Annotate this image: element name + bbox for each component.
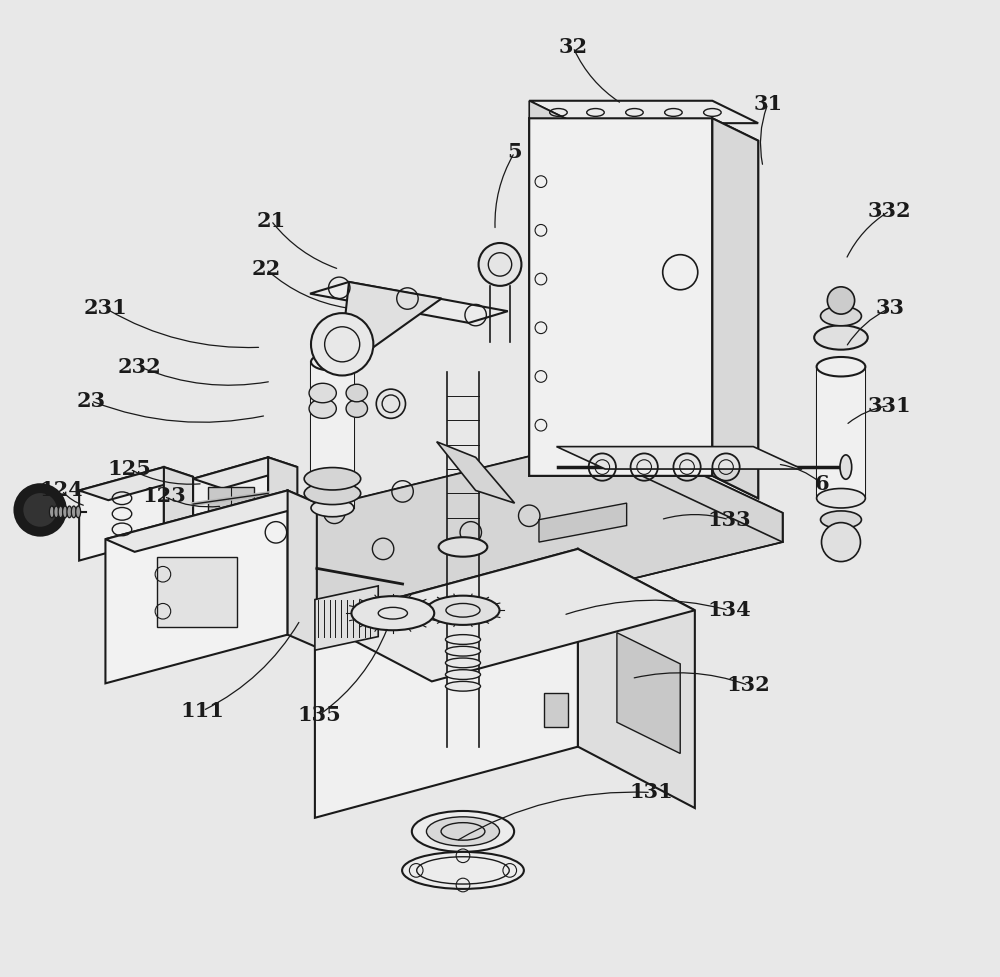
Text: 232: 232	[118, 357, 161, 377]
Ellipse shape	[76, 506, 81, 518]
Text: 134: 134	[707, 600, 751, 620]
Ellipse shape	[304, 483, 361, 504]
Polygon shape	[179, 435, 783, 620]
Text: 31: 31	[753, 94, 782, 113]
Ellipse shape	[346, 384, 368, 402]
Ellipse shape	[63, 506, 67, 518]
Polygon shape	[193, 457, 268, 551]
Polygon shape	[529, 101, 758, 123]
Bar	[208, 487, 254, 526]
Text: 331: 331	[868, 396, 912, 415]
Circle shape	[15, 485, 65, 535]
Bar	[544, 693, 568, 727]
Text: 135: 135	[298, 704, 342, 725]
Text: 22: 22	[252, 259, 281, 279]
Text: 111: 111	[181, 701, 225, 721]
Bar	[817, 366, 865, 498]
Polygon shape	[288, 490, 317, 648]
Ellipse shape	[445, 669, 481, 679]
Ellipse shape	[58, 506, 63, 518]
Text: 231: 231	[84, 298, 127, 319]
Ellipse shape	[821, 511, 861, 529]
Text: 32: 32	[559, 37, 588, 58]
Text: 124: 124	[40, 481, 84, 500]
Ellipse shape	[402, 852, 524, 889]
Ellipse shape	[71, 506, 76, 518]
Polygon shape	[268, 457, 297, 539]
Polygon shape	[529, 101, 575, 141]
Polygon shape	[578, 549, 695, 808]
Ellipse shape	[351, 596, 434, 630]
Ellipse shape	[376, 389, 406, 418]
Polygon shape	[437, 442, 515, 503]
Text: 33: 33	[875, 298, 904, 319]
Polygon shape	[342, 282, 442, 347]
Ellipse shape	[49, 506, 54, 518]
Ellipse shape	[311, 499, 354, 517]
Text: 123: 123	[142, 487, 186, 506]
Circle shape	[23, 492, 58, 528]
Bar	[157, 557, 237, 627]
Ellipse shape	[840, 455, 852, 480]
Polygon shape	[193, 457, 297, 488]
Ellipse shape	[311, 353, 354, 370]
Text: 125: 125	[108, 459, 152, 479]
Circle shape	[479, 243, 521, 286]
Text: 332: 332	[868, 201, 912, 221]
Text: 131: 131	[629, 783, 673, 802]
Polygon shape	[105, 490, 317, 552]
Polygon shape	[105, 490, 288, 683]
Text: 5: 5	[507, 143, 522, 162]
Ellipse shape	[426, 596, 500, 625]
Text: 132: 132	[727, 675, 770, 696]
Polygon shape	[315, 549, 695, 681]
Polygon shape	[315, 549, 578, 818]
Ellipse shape	[445, 681, 481, 691]
Circle shape	[827, 287, 855, 315]
Ellipse shape	[439, 537, 487, 557]
Ellipse shape	[445, 658, 481, 667]
Ellipse shape	[309, 399, 336, 418]
Polygon shape	[539, 503, 627, 542]
Text: 21: 21	[256, 211, 286, 231]
Ellipse shape	[54, 506, 59, 518]
Polygon shape	[557, 446, 802, 469]
Ellipse shape	[346, 400, 368, 417]
Ellipse shape	[445, 647, 481, 657]
Ellipse shape	[814, 325, 868, 350]
Text: 133: 133	[707, 510, 751, 530]
Text: 6: 6	[814, 474, 829, 493]
Polygon shape	[712, 118, 758, 498]
Polygon shape	[617, 633, 680, 753]
Polygon shape	[164, 467, 193, 547]
Polygon shape	[310, 282, 508, 322]
Bar	[311, 361, 354, 508]
Circle shape	[311, 314, 373, 375]
Ellipse shape	[821, 307, 861, 325]
Ellipse shape	[426, 817, 500, 846]
Polygon shape	[529, 118, 758, 498]
Ellipse shape	[817, 488, 865, 508]
Text: 23: 23	[76, 391, 105, 410]
Ellipse shape	[304, 468, 361, 489]
Ellipse shape	[67, 506, 72, 518]
Ellipse shape	[309, 383, 336, 403]
Ellipse shape	[412, 811, 514, 852]
Polygon shape	[79, 467, 193, 500]
Polygon shape	[179, 435, 783, 650]
Polygon shape	[79, 467, 164, 561]
Circle shape	[821, 523, 860, 562]
Polygon shape	[315, 586, 378, 651]
Ellipse shape	[817, 357, 865, 376]
Ellipse shape	[445, 635, 481, 645]
